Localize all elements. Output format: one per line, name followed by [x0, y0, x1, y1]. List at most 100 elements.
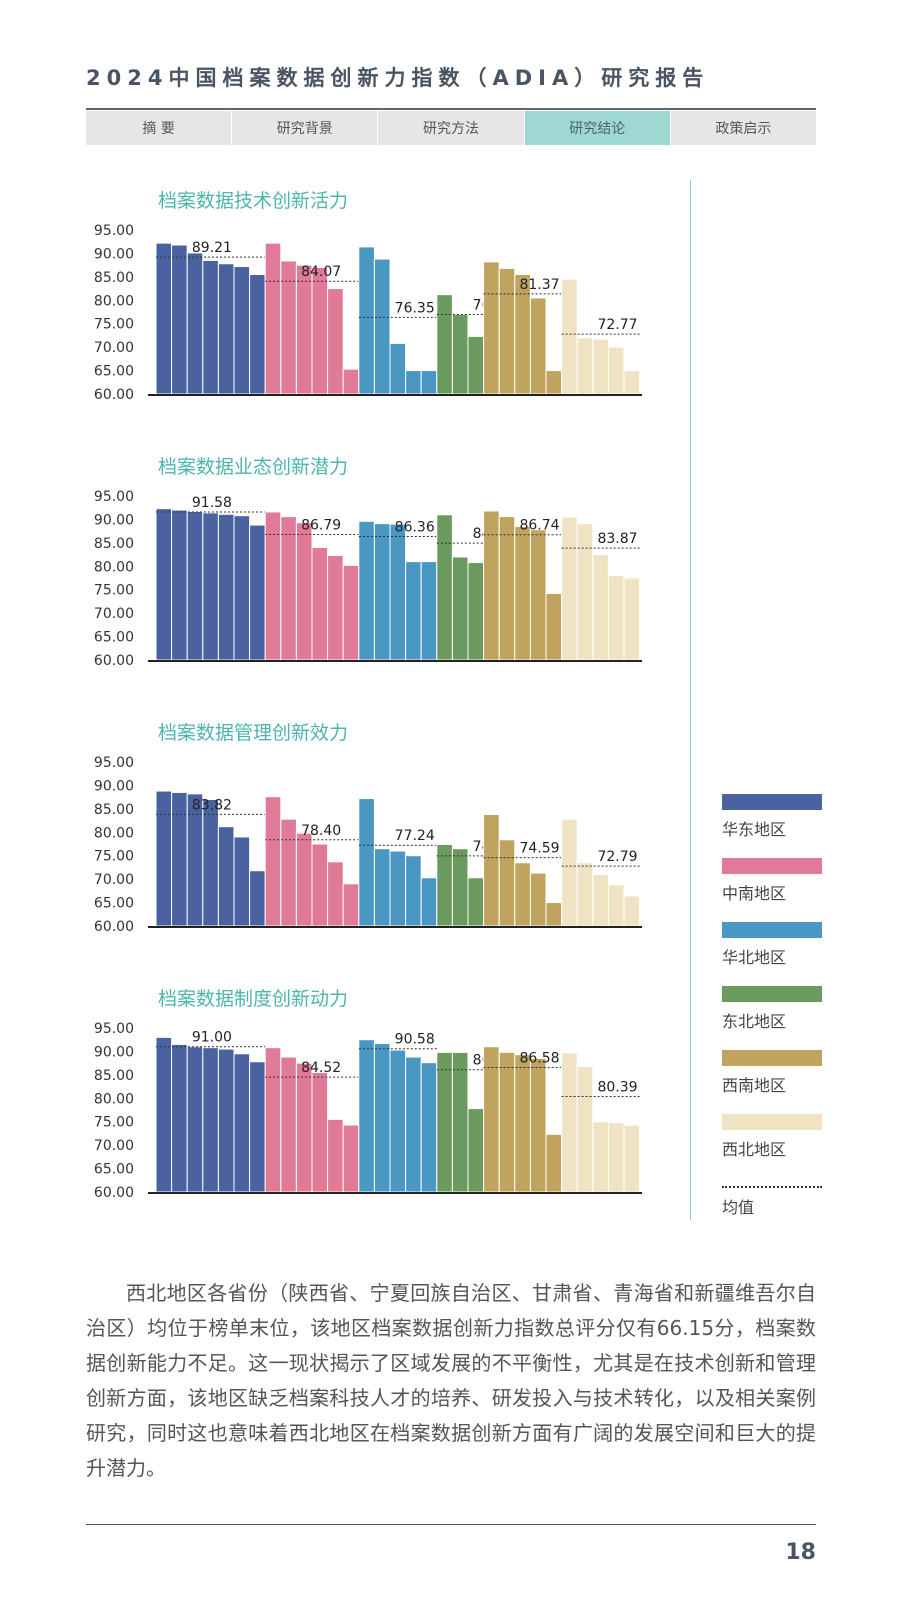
- title-divider: [86, 108, 816, 110]
- bar: [576, 523, 594, 661]
- bar: [483, 1046, 500, 1193]
- bar: [358, 1039, 375, 1193]
- y-tick-label: 95.00: [94, 1021, 134, 1037]
- legend-label: 西南地区: [722, 1076, 787, 1095]
- bar: [623, 895, 641, 927]
- bar: [451, 1051, 469, 1193]
- y-tick-label: 95.00: [94, 489, 134, 505]
- mean-label: 90.58: [395, 1032, 435, 1048]
- legend-swatch-central-south: [722, 858, 822, 874]
- bar: [576, 1065, 594, 1193]
- bar: [217, 263, 235, 395]
- bar: [311, 547, 329, 661]
- bar: [171, 509, 188, 661]
- bar: [467, 1108, 485, 1193]
- chart-title-management: 档案数据管理创新效力: [158, 722, 349, 744]
- mean-label: 81.37: [519, 277, 559, 293]
- mean-label: 91.58: [192, 495, 232, 511]
- y-tick-label: 70.00: [94, 340, 134, 356]
- y-tick-label: 65.00: [94, 896, 134, 912]
- bar: [295, 264, 313, 395]
- tab-conclusions[interactable]: 研究结论: [524, 111, 671, 145]
- legend-swatch-northwest: [722, 1114, 822, 1130]
- bar: [280, 516, 297, 661]
- bar: [280, 818, 297, 927]
- y-tick-label: 70.00: [94, 872, 134, 888]
- bar: [467, 335, 485, 395]
- y-tick-label: 60.00: [94, 653, 134, 669]
- tab-summary[interactable]: 摘 要: [86, 111, 233, 145]
- bar: [217, 826, 235, 927]
- bar: [202, 512, 219, 661]
- tab-methods[interactable]: 研究方法: [378, 111, 525, 145]
- y-tick-label: 60.00: [94, 919, 134, 935]
- bar: [389, 523, 407, 661]
- bar: [561, 516, 578, 661]
- legend-item-northeast: 东北地区: [722, 986, 822, 1032]
- bar: [249, 524, 266, 661]
- bar: [155, 508, 173, 661]
- bar: [451, 848, 469, 927]
- y-tick-label: 90.00: [94, 778, 134, 794]
- bar: [311, 266, 329, 395]
- bar: [561, 818, 578, 927]
- chart-business-innovation: 95.00 90.00 85.00 80.00 75.00 70.00 65.00 60.00…: [94, 489, 642, 669]
- y-tick-label: 65.00: [94, 630, 134, 646]
- bar: [311, 1072, 329, 1193]
- legend-item-east: 华东地区: [722, 794, 822, 840]
- bar: [186, 1046, 204, 1193]
- bar: [607, 884, 625, 927]
- legend-label: 东北地区: [722, 1012, 787, 1031]
- bar: [405, 855, 422, 927]
- bar: [389, 1049, 407, 1193]
- mean-label: 76.35: [395, 300, 435, 316]
- y-tick-label: 65.00: [94, 364, 134, 380]
- legend-mean-line: [722, 1186, 822, 1188]
- y-tick-label: 80.00: [94, 825, 134, 841]
- chart-institution-innovation: 95.00 90.00 85.00 80.00 75.00 70.00 65.00 60.00…: [94, 1021, 642, 1201]
- bar: [249, 274, 266, 395]
- y-tick-label: 90.00: [94, 246, 134, 262]
- section-tabs: 摘 要 研究背景 研究方法 研究结论 政策启示: [86, 111, 817, 145]
- y-tick-label: 80.00: [94, 293, 134, 309]
- bar: [264, 1047, 282, 1193]
- mean-label: 78.40: [301, 823, 341, 839]
- bar: [171, 1043, 188, 1193]
- bar: [186, 252, 204, 395]
- tab-policy[interactable]: 政策启示: [670, 111, 817, 145]
- bar: [295, 832, 313, 927]
- mean-label: 86.36: [395, 519, 435, 535]
- bar: [249, 1061, 266, 1193]
- y-tick-label: 80.00: [94, 559, 134, 575]
- bar: [623, 1124, 641, 1193]
- legend-label: 中南地区: [722, 884, 787, 903]
- y-tick-label: 75.00: [94, 583, 134, 599]
- legend-item-mean: 均值: [722, 1180, 822, 1218]
- tab-background[interactable]: 研究背景: [232, 111, 379, 145]
- bar: [514, 1054, 531, 1193]
- chart-tech-innovation: 95.00 90.00 85.00 80.00 75.00 70.00 65.00 60.00…: [94, 223, 642, 403]
- bar: [545, 1133, 563, 1193]
- bar: [483, 261, 500, 395]
- legend-swatch-northeast: [722, 986, 822, 1002]
- mean-label: 84.07: [301, 264, 341, 280]
- bar: [498, 1051, 516, 1193]
- footer-divider: [86, 1524, 816, 1525]
- bar: [358, 246, 375, 395]
- y-tick-label: 75.00: [94, 317, 134, 333]
- bar: [420, 370, 438, 395]
- bar: [576, 337, 594, 395]
- bar: [327, 288, 344, 395]
- bar: [342, 368, 360, 395]
- chart-title-institution: 档案数据制度创新动力: [158, 988, 349, 1010]
- bar: [545, 370, 563, 395]
- mean-label: 72.79: [597, 849, 637, 865]
- bar: [607, 575, 625, 661]
- bar: [233, 1053, 251, 1193]
- bar: [186, 793, 204, 927]
- bar: [327, 1118, 344, 1193]
- bar: [373, 523, 391, 661]
- bar: [295, 1062, 313, 1193]
- y-tick-label: 80.00: [94, 1091, 134, 1107]
- chart-management-innovation: 95.00 90.00 85.00 80.00 75.00 70.00 65.00 60.00…: [94, 755, 642, 935]
